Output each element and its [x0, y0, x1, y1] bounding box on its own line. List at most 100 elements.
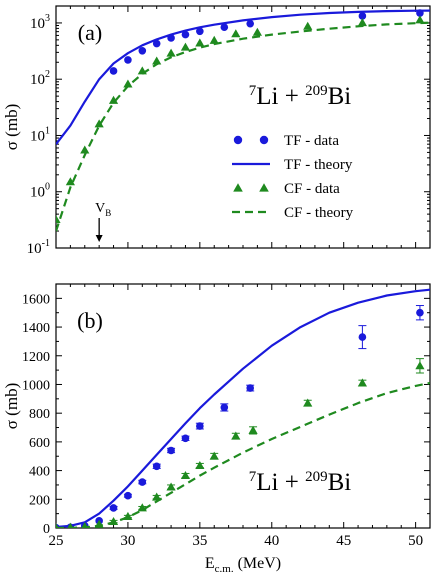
legend-marker-triangle — [233, 183, 243, 192]
x-tick-label: 50 — [408, 533, 423, 549]
y-tick-label: 101 — [30, 125, 50, 144]
y-tick-label: 1000 — [22, 378, 50, 393]
cf-data-point — [209, 451, 219, 460]
vb-arrow-head — [95, 235, 103, 242]
tf-data-point — [358, 12, 367, 20]
legend-marker-triangle — [259, 183, 269, 192]
y-tick-label-exp: 3 — [45, 13, 50, 24]
cf-data-point — [415, 15, 425, 24]
x-tick-label: 40 — [264, 533, 279, 549]
y-tick-label-base: 10 — [30, 128, 45, 144]
cf-data-point — [94, 119, 104, 128]
panel-b: 25 30 35 40 45 50 0 200 400 600 800 1000 1200 1400 160… — [2, 283, 431, 575]
reaction-target: Bi — [328, 83, 352, 110]
y-tick-label: 600 — [29, 436, 50, 451]
tf-data-point — [152, 39, 161, 48]
y-tick-label: 1600 — [22, 292, 50, 307]
legend-label: TF - theory — [284, 157, 353, 173]
cf-data-point — [152, 492, 162, 501]
reaction-plus: + — [278, 83, 305, 110]
y-tick-label: 103 — [30, 13, 50, 32]
cf-data-point — [195, 460, 205, 470]
y-tick-label: 102 — [30, 69, 50, 88]
x-tick-label: 25 — [49, 533, 64, 549]
cf-data-point — [56, 214, 61, 224]
tf-data-point — [220, 23, 229, 31]
cf-data-point — [248, 425, 258, 434]
y-tick-label: 10-1 — [27, 238, 50, 257]
y-tick-label: 800 — [29, 407, 50, 422]
y-tick-label-exp: -1 — [42, 238, 50, 249]
y-tick-label: 1200 — [22, 350, 50, 365]
reaction-label: 7Li + 209Bi — [249, 469, 352, 496]
y-tick-label-exp: 0 — [45, 182, 50, 193]
legend-label: TF - data — [284, 133, 339, 149]
reaction-projectile: Li — [256, 83, 278, 110]
plot-frame — [55, 5, 431, 249]
y-tick-label-exp: 2 — [45, 69, 50, 80]
y-tick-label: 0 — [43, 522, 50, 537]
cf-data-point — [180, 471, 191, 480]
cf-data-point — [80, 145, 90, 154]
cf-theory-curve — [56, 381, 430, 528]
tf-data-point — [181, 434, 190, 443]
x-axis-label-sub: c.m. — [215, 563, 234, 575]
x-axis-label-main: E — [205, 555, 215, 572]
legend-label: CF - data — [284, 181, 340, 197]
cf-data-point — [357, 18, 367, 27]
tf-data-point — [181, 30, 190, 39]
cf-data-point — [195, 38, 205, 47]
vb-annotation-main: V — [95, 201, 105, 216]
x-tick-label: 45 — [336, 533, 351, 549]
x-tick-label: 35 — [192, 533, 207, 549]
y-axis-label: σ (mb) — [2, 383, 21, 429]
y-tick-label-base: 10 — [30, 185, 45, 201]
cf-data-point — [166, 482, 176, 491]
tf-data-point — [152, 462, 161, 471]
y-tick-label-exp: 1 — [45, 125, 50, 136]
tf-data-point — [124, 56, 132, 64]
tf-data-point — [196, 422, 204, 430]
reaction-plus: + — [278, 469, 305, 496]
reaction-projectile: Li — [256, 469, 278, 496]
cf-data-point — [303, 398, 313, 407]
cf-data-point — [231, 29, 241, 38]
cf-data-point — [231, 431, 241, 440]
cf-data-point — [209, 35, 219, 44]
reaction-mass-a: 7 — [249, 83, 257, 99]
tf-data-point — [138, 46, 147, 55]
tf-data-point — [196, 27, 204, 36]
cf-data-point — [180, 42, 191, 51]
plot-frame — [55, 283, 431, 529]
reaction-mass-b: 209 — [305, 469, 328, 485]
cf-data-point — [108, 95, 119, 104]
tf-data-point — [167, 446, 175, 455]
y-tick-label: 200 — [29, 493, 50, 508]
cf-data-point — [166, 48, 176, 57]
plot-area — [56, 9, 430, 232]
panel-label: (a) — [78, 20, 102, 45]
reaction-mass-a: 7 — [249, 469, 257, 485]
cf-data-point — [303, 21, 313, 30]
cf-data-point — [252, 27, 262, 36]
tf-data-point — [109, 67, 118, 75]
y-tick-label: 400 — [29, 465, 50, 480]
reaction-label: 7Li + 209Bi — [249, 83, 352, 110]
cf-data-point — [357, 378, 367, 387]
y-tick-label: 100 — [30, 182, 50, 201]
reaction-target: Bi — [328, 469, 352, 496]
plot-area — [56, 288, 430, 528]
vb-annotation: VB — [95, 201, 111, 218]
cf-data-point — [56, 523, 59, 528]
cf-data-point — [123, 79, 133, 88]
cf-data-point — [415, 361, 425, 370]
tf-theory-curve — [56, 9, 430, 145]
tf-data-point — [138, 478, 147, 486]
tf-data-point — [416, 308, 424, 317]
tf-data-point — [220, 403, 229, 412]
y-tick-label: 1400 — [22, 321, 50, 336]
legend-marker-circle — [233, 135, 243, 145]
tf-data-point — [109, 504, 118, 512]
